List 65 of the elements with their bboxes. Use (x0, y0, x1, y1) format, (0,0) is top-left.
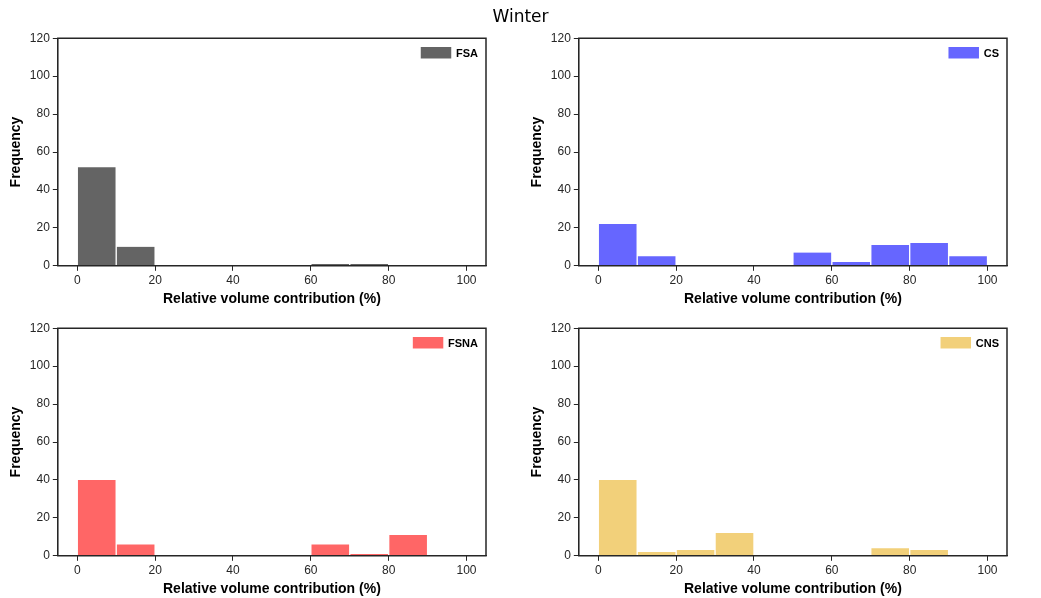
y-tick-label: 100 (550, 68, 572, 83)
x-axis-title: Relative volume contribution (%) (163, 290, 381, 307)
x-tick-label: 0 (73, 273, 81, 288)
y-tick-label: 0 (564, 548, 572, 563)
y-tick-label: 40 (36, 182, 51, 197)
x-tick-label: 100 (977, 273, 998, 288)
y-tick-label: 60 (557, 434, 572, 449)
y-tick-label: 40 (557, 472, 572, 487)
x-tick-label: 40 (226, 273, 240, 288)
y-tick-label: 20 (557, 220, 572, 235)
legend-label: FSA (456, 46, 479, 59)
y-tick-label: 20 (557, 510, 572, 525)
x-tick-label: 20 (148, 563, 163, 578)
legend-label: FSNA (448, 336, 479, 349)
x-tick-label: 100 (456, 273, 477, 288)
y-tick-label: 80 (36, 396, 51, 411)
y-axis-title: Frequency (528, 116, 545, 188)
y-tick-label: 120 (550, 320, 572, 335)
y-tick-label: 40 (557, 182, 572, 197)
x-tick-label: 0 (73, 563, 81, 578)
y-tick-label: 60 (557, 144, 572, 159)
y-tick-label: 100 (29, 68, 51, 83)
y-tick-label: 20 (36, 220, 51, 235)
text: Winter (491, 6, 550, 26)
y-axis-title: Frequency (7, 406, 24, 478)
x-tick-label: 0 (594, 563, 602, 578)
x-tick-label: 100 (977, 563, 998, 578)
x-tick-label: 80 (903, 273, 917, 288)
y-tick-label: 100 (550, 358, 572, 373)
y-tick-label: 80 (36, 106, 51, 121)
y-axis-title: Frequency (7, 116, 24, 188)
y-axis-title: Frequency (528, 406, 545, 478)
x-tick-label: 100 (456, 563, 477, 578)
x-tick-label: 80 (382, 273, 396, 288)
x-axis-title: Relative volume contribution (%) (163, 580, 381, 597)
y-tick-label: 120 (29, 30, 51, 45)
y-tick-label: 20 (36, 510, 51, 525)
x-tick-label: 20 (669, 273, 684, 288)
x-axis-title: Relative volume contribution (%) (684, 290, 902, 307)
legend-label: CS (983, 46, 999, 59)
x-tick-label: 60 (304, 563, 318, 578)
y-tick-label: 120 (29, 320, 51, 335)
x-tick-label: 40 (226, 563, 240, 578)
y-tick-label: 60 (36, 434, 51, 449)
legend-label: CNS (975, 336, 1000, 349)
y-tick-label: 0 (43, 258, 51, 273)
x-tick-label: 0 (594, 273, 602, 288)
x-tick-label: 40 (747, 273, 761, 288)
x-tick-label: 80 (382, 563, 396, 578)
x-axis-title: Relative volume contribution (%) (684, 580, 902, 597)
x-tick-label: 20 (669, 563, 684, 578)
x-tick-label: 60 (304, 273, 318, 288)
y-tick-label: 80 (557, 106, 572, 121)
y-tick-label: 0 (564, 258, 572, 273)
x-tick-label: 60 (825, 563, 839, 578)
x-tick-label: 60 (825, 273, 839, 288)
y-tick-label: 120 (550, 30, 572, 45)
y-tick-label: 0 (43, 548, 51, 563)
y-tick-label: 40 (36, 472, 51, 487)
y-tick-label: 80 (557, 396, 572, 411)
y-tick-label: 60 (36, 144, 51, 159)
x-tick-label: 80 (903, 563, 917, 578)
x-tick-label: 40 (747, 563, 761, 578)
x-tick-label: 20 (148, 273, 163, 288)
y-tick-label: 100 (29, 358, 51, 373)
